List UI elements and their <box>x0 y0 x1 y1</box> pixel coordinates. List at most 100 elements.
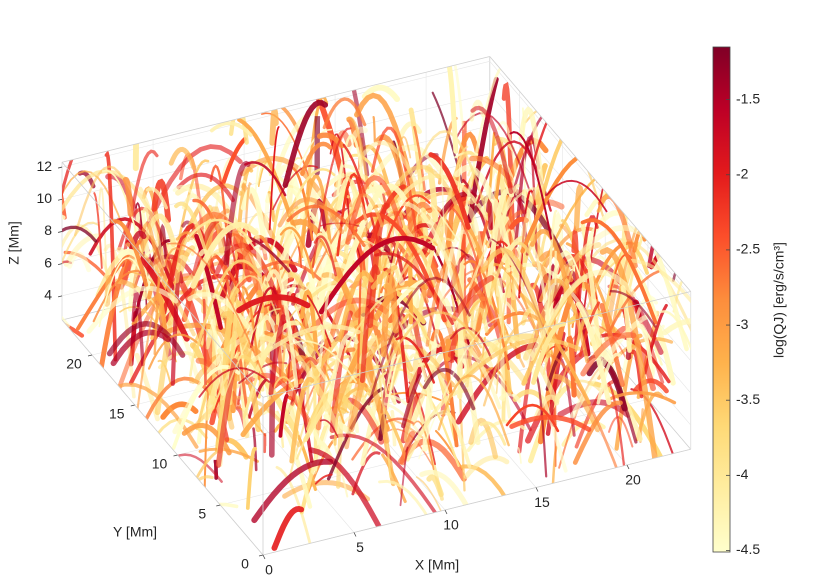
strand <box>662 318 691 352</box>
strand <box>496 277 506 402</box>
strand <box>151 178 172 223</box>
strand <box>241 182 252 307</box>
strand <box>189 376 195 384</box>
strand <box>528 269 636 362</box>
strand <box>279 226 315 279</box>
strand <box>329 433 442 521</box>
strand <box>574 316 593 352</box>
strand <box>346 116 370 190</box>
strand <box>342 183 409 278</box>
strand <box>437 374 510 447</box>
strand <box>396 135 412 161</box>
strand <box>224 437 249 460</box>
strand <box>306 294 332 348</box>
strand <box>251 458 334 524</box>
colorbar-tick-label: -2.5 <box>736 241 760 257</box>
strand <box>188 211 263 296</box>
strand <box>370 265 398 290</box>
strand <box>140 213 177 253</box>
strand <box>630 349 644 399</box>
strand <box>380 274 399 357</box>
strand <box>422 367 476 411</box>
strand <box>587 255 608 274</box>
strand <box>277 197 344 235</box>
strand <box>128 273 238 385</box>
strand <box>464 306 489 388</box>
x-tick-label: 10 <box>443 517 459 533</box>
strand <box>520 308 532 326</box>
strand <box>318 235 436 315</box>
strand <box>625 348 632 361</box>
z-tick-label: 8 <box>44 222 52 238</box>
strand <box>469 155 513 182</box>
strand <box>627 258 691 365</box>
z-tick <box>57 198 63 201</box>
strand <box>138 376 218 433</box>
strand <box>272 165 318 211</box>
x-tick <box>353 532 357 537</box>
strand <box>399 446 409 507</box>
strand <box>454 164 515 266</box>
strand <box>509 414 592 432</box>
z-tick <box>57 263 63 266</box>
strand <box>442 246 470 258</box>
strand <box>391 237 455 292</box>
strand <box>110 329 172 367</box>
colorbar-label: log(QJ) [erg/s/cm³] <box>771 242 787 358</box>
strand <box>659 310 691 410</box>
strand <box>193 259 262 359</box>
strand <box>322 97 367 130</box>
strand <box>495 183 520 247</box>
strand <box>428 152 471 230</box>
box-edge <box>262 291 691 398</box>
box-edge <box>262 448 691 556</box>
strand <box>672 245 691 282</box>
strand <box>385 194 431 245</box>
strand <box>241 286 261 381</box>
strand <box>190 221 259 289</box>
y-tick <box>216 504 221 507</box>
strand <box>192 217 220 277</box>
x-tick-label: 0 <box>265 562 273 578</box>
strand <box>138 186 166 267</box>
strand <box>494 198 506 238</box>
strand <box>67 251 92 273</box>
strand <box>354 212 447 323</box>
z-axis-label: Z [Mm] <box>6 221 22 265</box>
strand <box>533 78 596 153</box>
strand <box>382 311 483 372</box>
strand <box>86 285 179 334</box>
strand <box>599 246 660 474</box>
strand <box>275 225 311 291</box>
strand <box>342 143 382 254</box>
strand <box>351 451 381 496</box>
strand <box>426 474 444 498</box>
strand <box>470 105 514 194</box>
strand <box>572 400 623 465</box>
strand <box>142 207 150 222</box>
strand <box>453 112 531 193</box>
box-edge <box>61 161 264 398</box>
strand <box>449 254 493 328</box>
strand <box>214 157 231 212</box>
strand <box>300 141 333 176</box>
strand <box>194 233 223 330</box>
strand <box>247 379 267 419</box>
x-tick <box>262 554 266 560</box>
y-tick-label: 15 <box>109 406 125 422</box>
strand <box>361 84 401 103</box>
colorbar-tick-label: -3.5 <box>736 391 760 407</box>
strand <box>252 427 258 472</box>
strand <box>187 291 252 332</box>
strand <box>180 475 214 504</box>
strand <box>647 186 673 268</box>
strand <box>455 68 501 266</box>
strand <box>62 225 98 263</box>
strand <box>244 161 287 197</box>
strand <box>446 63 459 154</box>
strand <box>168 146 197 171</box>
strand <box>419 469 470 510</box>
strand <box>249 236 291 273</box>
strand <box>564 250 581 278</box>
